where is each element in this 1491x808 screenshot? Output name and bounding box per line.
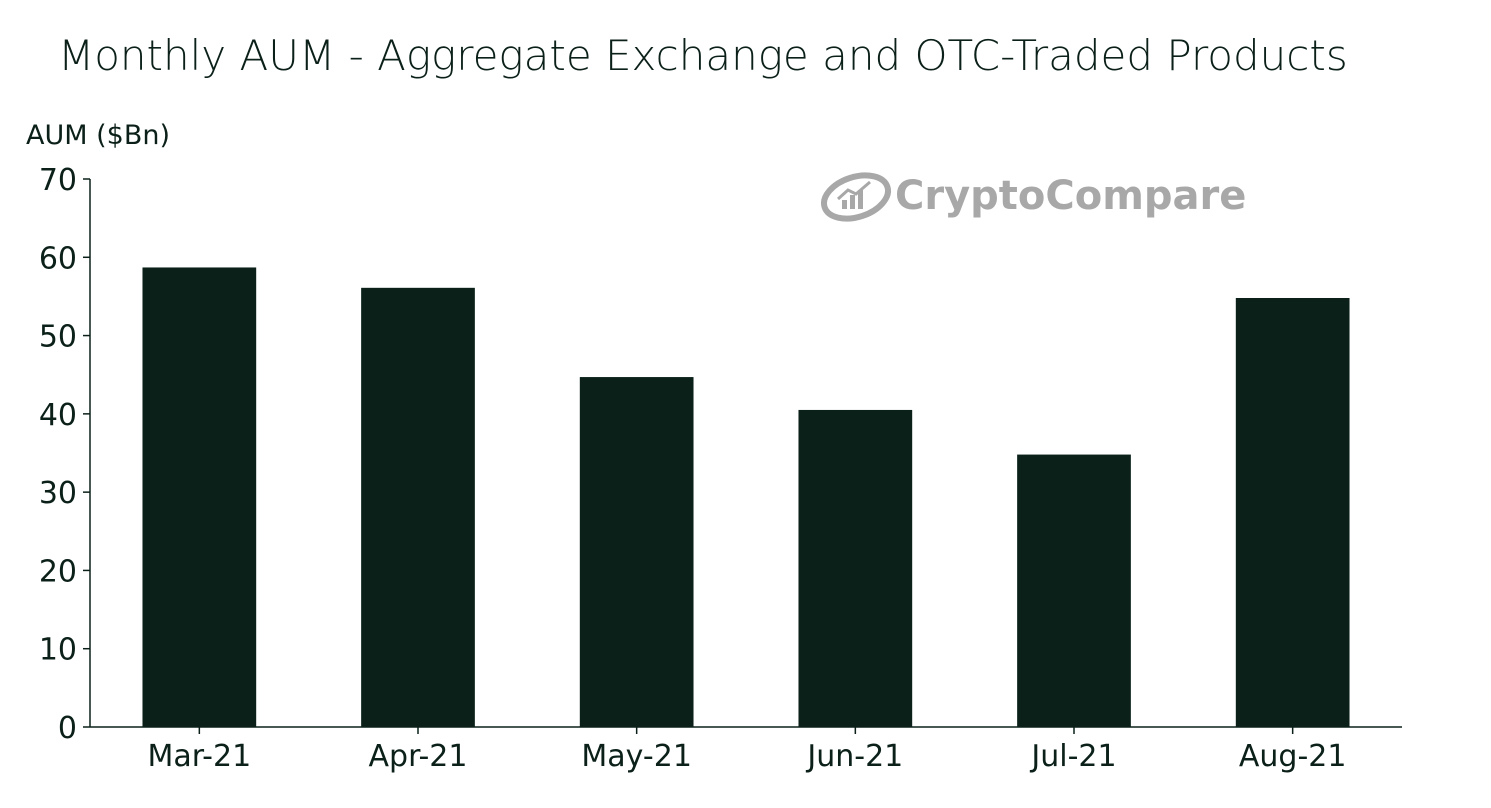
bar xyxy=(798,409,913,727)
y-tick-label: 20 xyxy=(39,554,77,589)
y-tick-label: 10 xyxy=(39,633,77,668)
plot-area: 0 10 20 30 40 50 60 70 Mar-21 Apr-21 May-21 Jun-21 J… xyxy=(39,163,1402,774)
x-tick-label: May-21 xyxy=(581,739,692,774)
bar xyxy=(361,287,475,727)
watermark-text: CryptoCompare xyxy=(895,173,1246,219)
y-axis-label: AUM ($Bn) xyxy=(26,120,170,151)
bar xyxy=(579,377,694,727)
y-tick-label: 30 xyxy=(39,476,77,511)
x-tick-label: Apr-21 xyxy=(369,739,468,774)
y-tick-label: 70 xyxy=(39,163,77,198)
x-tick-label: Jun-21 xyxy=(805,739,903,774)
y-tick-label: 40 xyxy=(39,398,77,433)
y-tick-label: 0 xyxy=(58,711,77,746)
bar xyxy=(142,267,257,727)
watermark: CryptoCompare xyxy=(821,172,1246,222)
bar xyxy=(1235,297,1350,727)
cryptocompare-logo-icon xyxy=(821,172,891,222)
x-tick-label: Aug-21 xyxy=(1239,739,1347,774)
y-tick-label: 50 xyxy=(39,320,77,355)
x-tick-label: Mar-21 xyxy=(147,739,251,774)
y-tick-label: 60 xyxy=(39,241,77,276)
bar xyxy=(1017,454,1131,727)
x-tick-label: Jul-21 xyxy=(1029,739,1116,774)
chart-title: Monthly AUM - Aggregate Exchange and OTC… xyxy=(58,31,1348,80)
